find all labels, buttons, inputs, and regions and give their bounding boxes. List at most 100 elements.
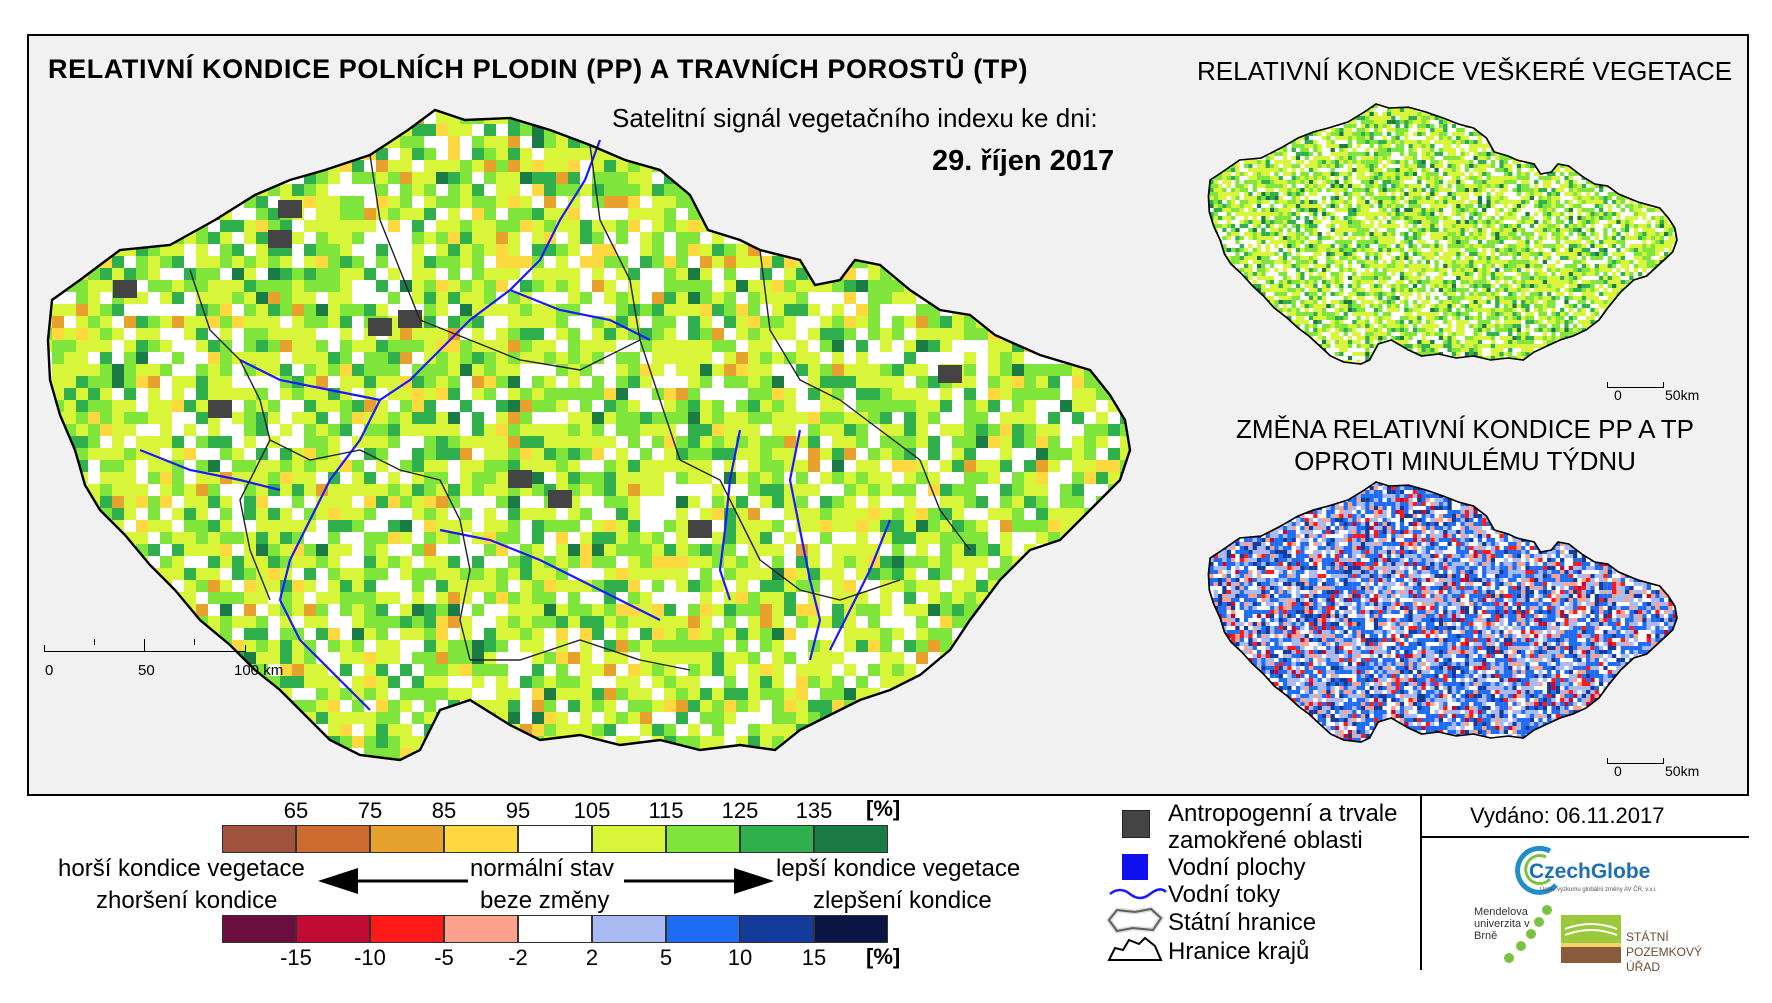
raster-cell — [436, 628, 448, 640]
raster-cell — [1060, 136, 1072, 148]
raster-cell — [328, 508, 340, 520]
raster-cell — [928, 244, 940, 256]
raster-cell — [268, 160, 280, 172]
raster-cell — [196, 532, 208, 544]
raster-cell — [628, 220, 640, 232]
raster-cell — [1060, 448, 1072, 460]
raster-cell — [652, 316, 664, 328]
raster-cell — [844, 412, 856, 424]
raster-cell — [1012, 616, 1024, 628]
raster-cell — [652, 268, 664, 280]
raster-cell — [544, 472, 556, 484]
raster-cell — [880, 112, 892, 124]
raster-cell — [1108, 508, 1120, 520]
raster-cell — [892, 460, 904, 472]
raster-cell — [448, 688, 460, 700]
raster-cell — [604, 388, 616, 400]
raster-cell — [568, 292, 580, 304]
raster-cell — [784, 520, 796, 532]
raster-cell — [1120, 232, 1130, 244]
raster-cell — [784, 340, 796, 352]
raster-cell — [1096, 256, 1108, 268]
raster-cell — [1120, 640, 1130, 652]
raster-cell — [628, 244, 640, 256]
raster-cell — [112, 196, 124, 208]
raster-cell — [580, 196, 592, 208]
raster-cell — [796, 628, 808, 640]
raster-cell — [460, 196, 472, 208]
raster-cell — [616, 640, 628, 652]
raster-cell — [1012, 172, 1024, 184]
raster-cell — [1024, 472, 1036, 484]
raster-cell — [304, 616, 316, 628]
raster-cell — [676, 124, 688, 136]
raster-cell — [1000, 184, 1012, 196]
raster-cell — [760, 376, 772, 388]
raster-cell — [64, 592, 76, 604]
raster-cell — [220, 724, 232, 736]
raster-cell — [748, 328, 760, 340]
raster-cell — [832, 172, 844, 184]
raster-cell — [460, 184, 472, 196]
raster-cell — [448, 484, 460, 496]
raster-cell — [436, 340, 448, 352]
raster-cell — [484, 592, 496, 604]
raster-cell — [64, 604, 76, 616]
raster-cell — [1084, 424, 1096, 436]
raster-cell — [796, 496, 808, 508]
raster-cell — [1060, 484, 1072, 496]
raster-cell — [460, 736, 472, 748]
raster-cell — [904, 436, 916, 448]
raster-cell — [628, 196, 640, 208]
raster-cell — [1060, 652, 1072, 664]
raster-cell — [256, 700, 268, 712]
raster-cell — [904, 592, 916, 604]
raster-cell — [568, 388, 580, 400]
raster-cell — [124, 508, 136, 520]
raster-cell — [1048, 724, 1060, 736]
raster-cell — [676, 532, 688, 544]
raster-cell — [808, 110, 820, 112]
raster-cell — [1048, 328, 1060, 340]
raster-cell — [604, 364, 616, 376]
raster-cell — [292, 676, 304, 688]
raster-cell — [832, 136, 844, 148]
raster-cell — [700, 112, 712, 124]
raster-cell — [844, 688, 856, 700]
raster-cell — [652, 508, 664, 520]
raster-cell — [364, 160, 376, 172]
raster-cell — [736, 376, 748, 388]
raster-cell — [388, 616, 400, 628]
raster-cell — [472, 268, 484, 280]
raster-cell — [544, 340, 556, 352]
raster-cell — [940, 208, 952, 220]
raster-cell — [700, 412, 712, 424]
raster-cell — [220, 664, 232, 676]
raster-cell — [172, 676, 184, 688]
raster-cell — [184, 580, 196, 592]
raster-cell — [988, 352, 1000, 364]
raster-cell — [328, 664, 340, 676]
raster-cell — [664, 520, 676, 532]
raster-cell — [880, 328, 892, 340]
raster-cell — [1084, 280, 1096, 292]
raster-cell — [1024, 688, 1036, 700]
raster-cell — [772, 316, 784, 328]
raster-cell — [220, 196, 232, 208]
raster-cell — [592, 244, 604, 256]
raster-cell — [48, 580, 52, 592]
raster-cell — [592, 448, 604, 460]
raster-cell — [436, 544, 448, 556]
raster-cell — [328, 208, 340, 220]
raster-cell — [388, 340, 400, 352]
raster-cell — [832, 676, 844, 688]
raster-cell — [904, 616, 916, 628]
raster-cell — [376, 520, 388, 532]
raster-cell — [376, 496, 388, 508]
raster-cell — [736, 568, 748, 580]
raster-cell — [268, 652, 280, 664]
raster-cell — [304, 110, 316, 112]
raster-cell — [604, 532, 616, 544]
raster-cell — [448, 388, 460, 400]
raster-cell — [748, 280, 760, 292]
